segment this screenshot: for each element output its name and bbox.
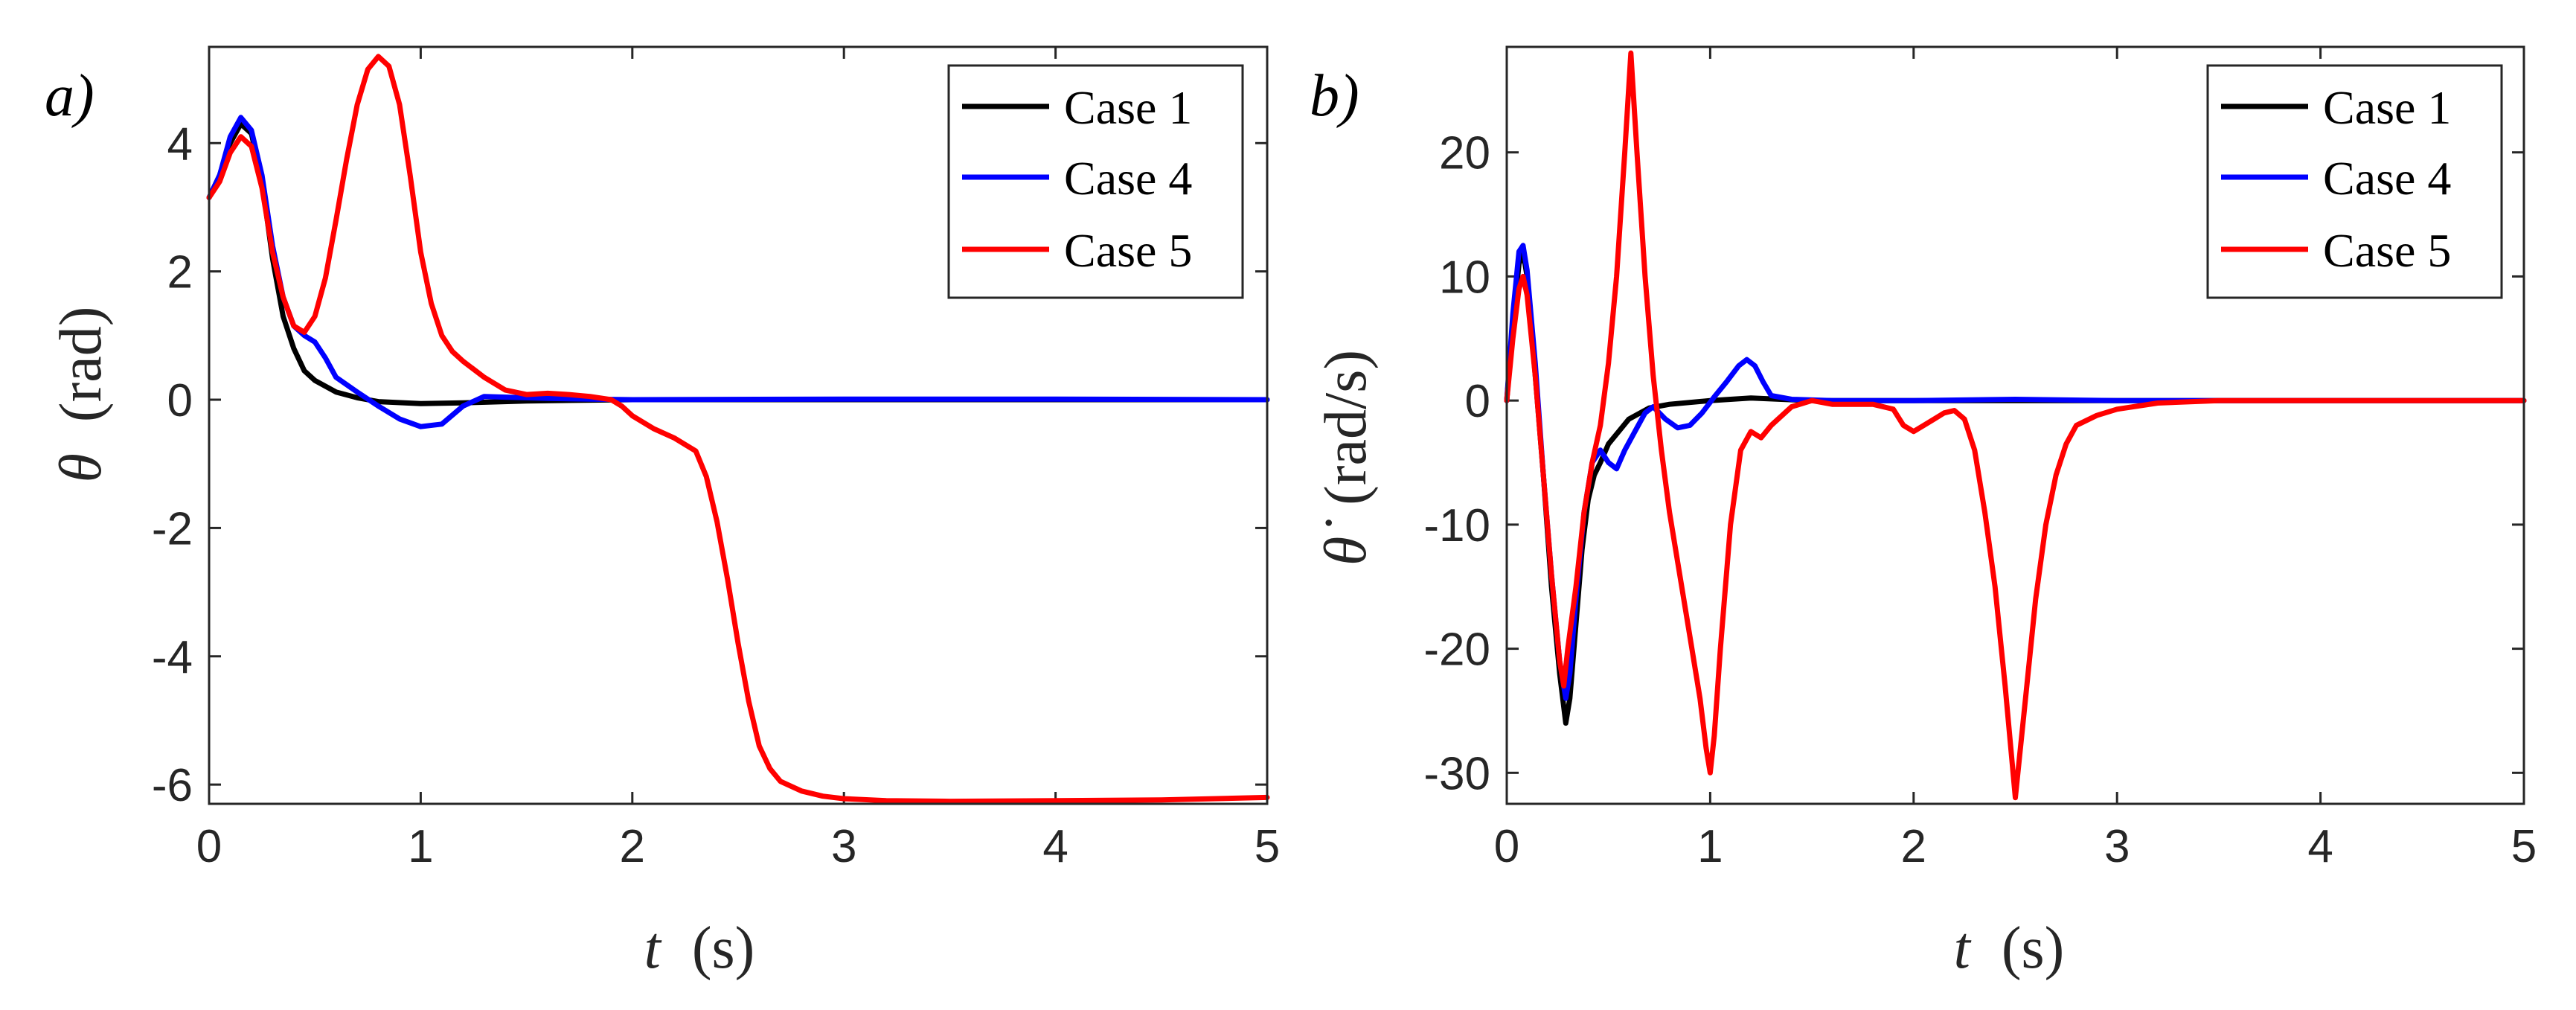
chart-b-series bbox=[1504, 50, 2527, 801]
chart-b-legend-label-case-5: Case 5 bbox=[2323, 224, 2451, 277]
chart-a-series bbox=[206, 54, 1270, 805]
svg-text:θ (rad): θ (rad) bbox=[48, 307, 114, 483]
chart-b-frame bbox=[1505, 45, 2525, 805]
chart-b-ytick-label: -10 bbox=[1423, 500, 1490, 552]
chart-b-ylabel-var: θ̇ bbox=[1313, 520, 1379, 566]
chart-a-series-case-5 bbox=[206, 54, 1270, 805]
chart-a-legend-label-case-1: Case 1 bbox=[1064, 81, 1192, 134]
chart-b-xlabel-unit: (s) bbox=[2002, 915, 2064, 981]
chart-b-legend-label-case-4: Case 4 bbox=[2323, 152, 2451, 205]
chart-b-xtick-label: 4 bbox=[2307, 821, 2333, 872]
chart-a-xtick-label: 2 bbox=[620, 821, 645, 872]
chart-b-xtick-label: 3 bbox=[2104, 821, 2130, 872]
chart-a-ytick-label: 4 bbox=[167, 118, 193, 170]
chart-b-ytick-label: -30 bbox=[1423, 748, 1490, 799]
chart-b-xlabel: t (s) bbox=[1954, 915, 2065, 981]
chart-a-xtick-label: 1 bbox=[408, 821, 433, 872]
chart-a-xtick-label: 3 bbox=[831, 821, 856, 872]
chart-b-xlabel-var: t bbox=[1954, 915, 1972, 981]
chart-b-ytick-label: 20 bbox=[1439, 128, 1490, 179]
chart-a-xtick-label: 0 bbox=[196, 821, 222, 872]
chart-a-xtick-label: 4 bbox=[1042, 821, 1068, 872]
chart-a-ytick-label: -2 bbox=[152, 503, 193, 554]
chart-a-frame bbox=[208, 45, 1269, 805]
chart-a-xtick-label: 5 bbox=[1255, 821, 1280, 872]
chart-a-xlabel-unit: (s) bbox=[692, 915, 754, 981]
chart-a-xlabel: t (s) bbox=[644, 915, 755, 981]
chart-a-ytick-label: 0 bbox=[167, 375, 193, 426]
chart-b: b) θ̇ (rad/s) t (s) 0 1 2 3 4 5 20 10 0 -10 -20 -30… bbox=[1310, 45, 2537, 981]
chart-a-ylabel-var: θ bbox=[48, 453, 114, 482]
chart-a-legend-label-case-4: Case 4 bbox=[1064, 152, 1192, 205]
chart-b-ytick-label: 10 bbox=[1439, 252, 1490, 303]
chart-a-xlabel-var: t bbox=[644, 915, 662, 981]
chart-a-panel-label: a) bbox=[45, 63, 94, 129]
chart-b-ytick-label: -20 bbox=[1423, 624, 1490, 676]
chart-a-ytick-label: -4 bbox=[152, 632, 193, 683]
chart-b-xtick-label: 1 bbox=[1697, 821, 1723, 872]
chart-a-ylabel: θ (rad) bbox=[48, 307, 114, 483]
chart-b-series-case-5 bbox=[1504, 50, 2527, 801]
chart-b-ylabel-unit: (rad/s) bbox=[1313, 350, 1379, 505]
chart-b-xtick-label: 0 bbox=[1494, 821, 1519, 872]
chart-b-ticks: 0 1 2 3 4 5 20 10 0 -10 -20 -30 bbox=[1423, 47, 2537, 872]
chart-a-ytick-label: -6 bbox=[152, 760, 193, 811]
chart-b-ytick-label: 0 bbox=[1465, 376, 1490, 427]
chart-a-series-case-4 bbox=[206, 115, 1270, 429]
chart-b-xtick-label: 5 bbox=[2511, 821, 2537, 872]
chart-a: a) θ (rad) t (s) 0 1 2 3 4 5 4 2 0 -2 -4 -6 Case 1 … bbox=[45, 45, 1280, 981]
chart-b-xtick-label: 2 bbox=[1901, 821, 1926, 872]
chart-b-panel-label: b) bbox=[1310, 63, 1359, 129]
chart-a-ticks: 0 1 2 3 4 5 4 2 0 -2 -4 -6 bbox=[152, 47, 1280, 872]
chart-b-ylabel: θ̇ (rad/s) bbox=[1313, 350, 1379, 566]
chart-b-legend-label-case-1: Case 1 bbox=[2323, 81, 2451, 134]
chart-a-ytick-label: 2 bbox=[167, 247, 193, 298]
chart-a-legend-label-case-5: Case 5 bbox=[1064, 224, 1192, 277]
svg-text:θ̇ (rad/s): θ̇ (rad/s) bbox=[1313, 350, 1379, 566]
chart-a-ylabel-unit: (rad) bbox=[48, 307, 114, 422]
chart-b-legend: Case 1 Case 4 Case 5 bbox=[2206, 64, 2503, 299]
chart-a-legend: Case 1 Case 4 Case 5 bbox=[947, 64, 1244, 299]
